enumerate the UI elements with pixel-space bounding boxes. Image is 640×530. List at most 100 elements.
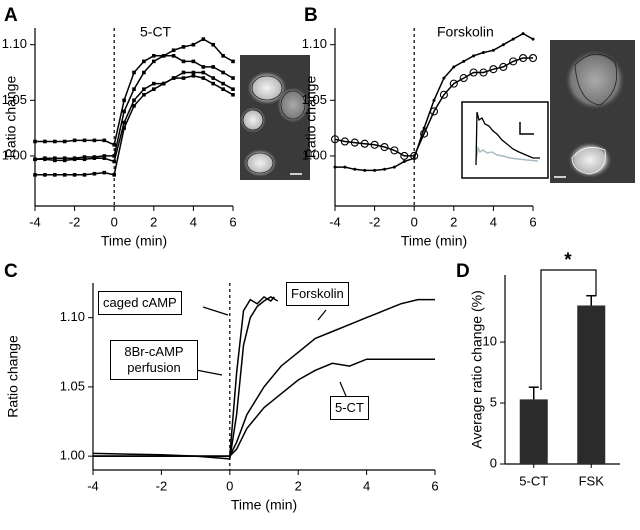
marker: [422, 126, 426, 130]
panel-label: B: [304, 5, 318, 26]
marker: [469, 68, 478, 77]
marker: [142, 92, 146, 97]
marker: [472, 54, 476, 58]
x-tick-label: -2: [156, 478, 168, 493]
x-tick-label: -4: [29, 214, 41, 229]
marker: [112, 143, 116, 147]
x-tick-label: 2: [150, 214, 157, 229]
marker: [102, 156, 107, 160]
marker: [201, 70, 206, 75]
x-axis-label: Time (min): [101, 233, 167, 249]
x-tick-label: 0: [111, 214, 118, 229]
panel-label: C: [4, 261, 18, 282]
y-tick-label: 10: [483, 334, 497, 349]
marker: [112, 154, 116, 158]
marker: [43, 157, 47, 162]
annotation: 8Br-cAMP perfusion: [110, 340, 198, 380]
marker: [402, 160, 406, 163]
series-line: [35, 71, 234, 163]
marker: [33, 157, 37, 162]
marker: [499, 62, 508, 71]
marker: [82, 173, 87, 177]
annotation-arrows: [195, 306, 347, 397]
marker: [62, 139, 67, 144]
series-line: [93, 298, 435, 457]
x-tick-label: 0: [411, 214, 418, 229]
marker: [383, 167, 386, 171]
x-tick-label: 4: [363, 478, 370, 493]
marker: [92, 171, 97, 176]
y-axis-label: Ratio change: [3, 76, 19, 159]
y-tick-label: 1.00: [302, 147, 327, 162]
marker: [122, 126, 126, 130]
x-tick-label: 2: [450, 214, 457, 229]
marker: [201, 65, 206, 69]
x-tick-label: 2: [295, 478, 302, 493]
series-line: [35, 38, 234, 146]
marker: [72, 138, 77, 143]
marker: [479, 68, 488, 77]
marker: [392, 165, 396, 169]
marker: [501, 43, 505, 47]
marker: [132, 98, 136, 103]
marker: [432, 98, 436, 102]
marker: [459, 74, 468, 83]
panel-label: D: [456, 261, 470, 282]
x-tick-label: 4: [190, 214, 197, 229]
marker: [370, 140, 379, 149]
x-axis-label: Time (min): [401, 233, 467, 249]
marker: [82, 138, 87, 143]
marker: [439, 90, 448, 99]
y-tick-label: 1.10: [302, 36, 327, 51]
marker: [43, 139, 47, 144]
marker: [122, 98, 126, 103]
marker: [152, 81, 156, 86]
marker: [132, 87, 136, 91]
marker: [62, 173, 67, 177]
annotation: Forskolin: [437, 24, 494, 40]
marker: [132, 70, 136, 75]
x-tick-label: FSK: [579, 473, 605, 488]
marker: [489, 65, 498, 74]
marker: [330, 135, 340, 144]
marker: [161, 54, 166, 58]
marker: [53, 173, 57, 177]
marker: [211, 42, 215, 47]
x-tick-label: 4: [490, 214, 497, 229]
marker: [72, 173, 77, 177]
marker: [122, 120, 126, 125]
marker: [53, 139, 57, 144]
x-tick-label: -2: [369, 214, 381, 229]
marker: [43, 173, 47, 177]
cell-image: [240, 55, 310, 180]
marker: [221, 81, 225, 86]
annotation: 5-CT: [330, 396, 369, 420]
marker: [353, 167, 357, 171]
marker: [191, 59, 196, 64]
marker: [509, 57, 518, 66]
marker: [521, 32, 525, 36]
significance-bracket: [540, 269, 597, 390]
marker: [462, 59, 466, 63]
marker: [102, 138, 107, 143]
y-axis-label: Ratio change: [5, 335, 21, 418]
y-tick-label: 1.00: [2, 147, 27, 162]
marker: [33, 173, 37, 177]
marker: [72, 157, 77, 162]
y-axis-label: Ratio change: [303, 76, 319, 159]
marker: [142, 87, 146, 91]
marker: [452, 65, 456, 69]
marker: [231, 92, 235, 97]
marker: [152, 87, 156, 91]
marker: [102, 170, 107, 175]
marker: [112, 159, 116, 164]
bar: [577, 305, 606, 464]
marker: [53, 156, 57, 160]
marker: [373, 168, 377, 172]
marker: [92, 138, 97, 143]
annotation: caged cAMP: [98, 291, 182, 315]
marker: [531, 37, 535, 41]
marker: [519, 53, 528, 63]
x-tick-label: -4: [329, 214, 341, 229]
y-tick-label: 1.05: [60, 378, 85, 393]
